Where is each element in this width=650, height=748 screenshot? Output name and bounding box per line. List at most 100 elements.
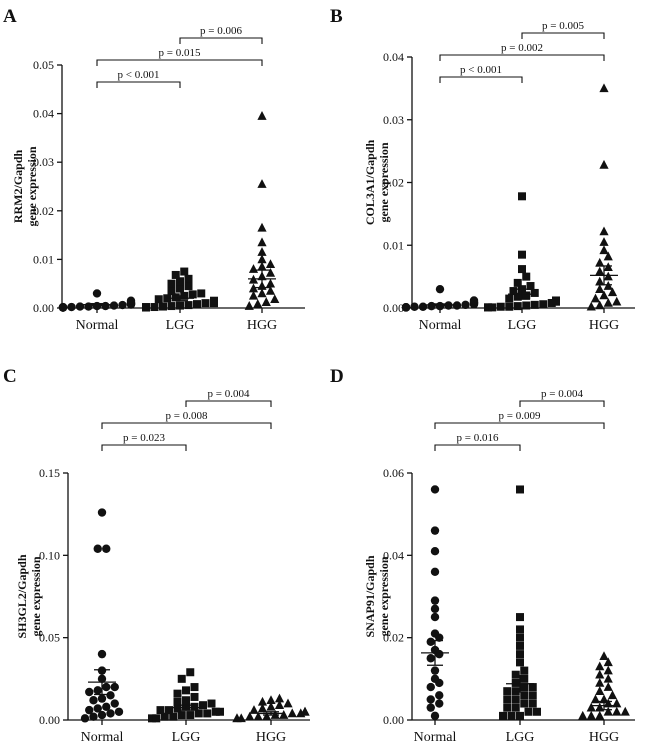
data-point: [85, 705, 94, 715]
data-point: [186, 711, 195, 720]
y-axis-label: gene expression: [25, 146, 39, 226]
significance-bracket: [519, 400, 605, 407]
data-point: [452, 301, 462, 310]
data-point: [265, 259, 276, 269]
data-point: [190, 692, 199, 701]
data-point: [430, 604, 440, 614]
data-point: [461, 300, 470, 310]
data-point: [67, 302, 76, 312]
data-point: [503, 687, 512, 696]
data-point: [106, 709, 115, 718]
data-point: [603, 251, 613, 261]
data-point: [522, 291, 531, 300]
series-normal: [58, 289, 136, 312]
significance-bracket: [434, 444, 521, 451]
data-point: [265, 268, 276, 277]
data-point: [516, 641, 524, 650]
data-point: [194, 709, 203, 718]
data-point: [176, 284, 184, 293]
data-point: [603, 665, 613, 675]
y-tick-label: 0.02: [383, 176, 404, 190]
data-point: [180, 267, 189, 276]
x-category-label: HGG: [589, 318, 619, 333]
data-point: [612, 706, 622, 716]
data-point: [505, 302, 514, 311]
significance-bracket: [101, 444, 187, 451]
data-point: [426, 695, 435, 704]
data-point: [190, 683, 199, 692]
x-category-label: LGG: [506, 730, 535, 745]
data-point: [496, 302, 505, 311]
data-point: [265, 285, 276, 295]
data-point: [599, 290, 609, 300]
data-point: [516, 625, 524, 634]
data-point: [603, 271, 613, 281]
series-normal: [401, 284, 479, 312]
data-point: [599, 245, 609, 255]
data-point: [257, 179, 267, 188]
data-point: [279, 710, 289, 719]
data-point: [165, 706, 173, 715]
y-tick-label: 0.00: [33, 301, 54, 315]
significance-bracket: [96, 59, 263, 66]
x-category-label: Normal: [81, 730, 124, 745]
data-point: [430, 567, 440, 576]
data-point: [513, 278, 522, 287]
data-point: [526, 282, 535, 291]
data-point: [159, 302, 167, 311]
series-lgg: [142, 267, 218, 312]
y-tick-label: 0.04: [33, 107, 54, 121]
data-point: [257, 288, 267, 298]
data-point: [184, 301, 193, 310]
data-point: [595, 710, 605, 720]
data-point: [586, 301, 596, 311]
significance-bracket: [439, 54, 605, 61]
data-point: [430, 596, 440, 605]
data-point: [188, 290, 197, 299]
data-point: [520, 691, 529, 700]
data-point: [520, 674, 529, 683]
y-axis-label: SH3GL2/Gapdh: [15, 554, 29, 638]
data-point: [599, 651, 609, 660]
series-lgg: [148, 668, 224, 723]
series-hgg: [586, 83, 622, 311]
data-point: [58, 302, 68, 312]
series-lgg: [484, 192, 560, 312]
y-tick-label: 0.03: [33, 155, 54, 169]
data-point: [110, 699, 119, 708]
data-point: [484, 303, 492, 312]
data-point: [248, 283, 259, 293]
data-point: [426, 654, 435, 663]
p-value-label: p = 0.016: [457, 432, 499, 444]
series-hgg: [232, 693, 310, 723]
x-category-label: LGG: [508, 318, 537, 333]
data-point: [511, 670, 520, 679]
p-value-label: p = 0.006: [200, 25, 242, 37]
data-point: [287, 708, 297, 718]
data-point: [547, 298, 556, 307]
panel-b: B 0.00 0.01 0.02 0.03 0.04 Normal LGG HGG COL3A1/…: [330, 6, 635, 333]
data-point: [511, 687, 520, 696]
data-point: [520, 683, 529, 692]
data-point: [274, 700, 285, 709]
data-point: [435, 699, 444, 708]
data-point: [530, 300, 539, 309]
data-point: [148, 714, 156, 723]
panel-letter: D: [330, 366, 344, 387]
data-point: [261, 297, 271, 306]
data-point: [93, 686, 102, 695]
data-point: [505, 294, 514, 303]
data-point: [426, 703, 435, 712]
p-value-label: p < 0.001: [118, 69, 160, 81]
data-point: [401, 303, 411, 312]
series-normal: [421, 485, 449, 721]
data-point: [93, 544, 102, 553]
data-point: [595, 669, 605, 679]
p-value-label: p = 0.002: [501, 42, 543, 54]
p-value-label: p = 0.009: [499, 410, 541, 422]
y-tick-label: 0.02: [33, 204, 54, 218]
data-point: [603, 673, 613, 683]
data-point: [167, 279, 176, 288]
data-point: [595, 300, 605, 310]
